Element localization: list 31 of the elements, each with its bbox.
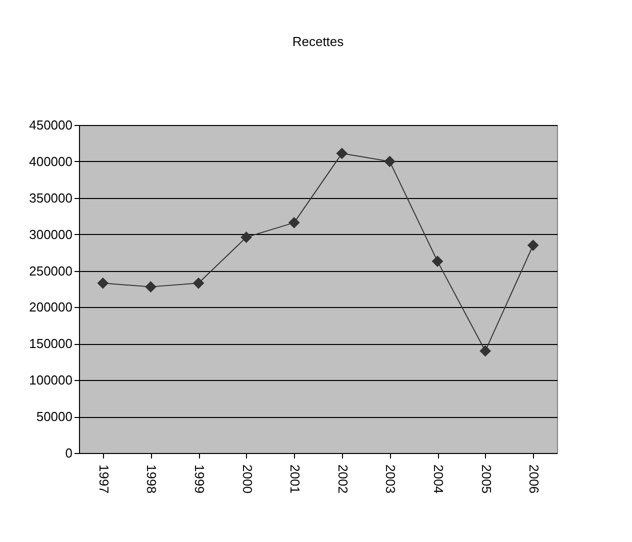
y-tick-label: 50000 xyxy=(36,409,72,424)
y-tick-label: 250000 xyxy=(29,263,72,278)
y-tick-label: 450000 xyxy=(29,118,72,132)
point xyxy=(288,216,300,228)
point xyxy=(97,277,109,289)
chart-title: Recettes xyxy=(292,34,344,49)
y-tick-label: 350000 xyxy=(29,190,72,206)
x-tick-label: 1998 xyxy=(144,464,160,494)
point xyxy=(432,256,444,268)
y-tick-label: 100000 xyxy=(29,372,72,388)
y-tick-label: 150000 xyxy=(29,336,72,352)
x-tick-label: 2006 xyxy=(526,464,542,494)
point xyxy=(336,148,348,160)
point xyxy=(192,277,204,289)
x-tick-label: 1999 xyxy=(192,464,207,494)
x-tick-label: 2005 xyxy=(478,464,494,494)
x-tick-label: 2004 xyxy=(431,464,446,494)
point xyxy=(384,156,396,168)
y-tick-label: 200000 xyxy=(29,300,72,315)
y-tick-label: 0 xyxy=(65,446,72,460)
x-tick-label: 1997 xyxy=(96,464,112,494)
x-tick-label: 2000 xyxy=(240,464,255,494)
x-tick-label: 2003 xyxy=(383,464,398,494)
y-tick-label: 300000 xyxy=(29,226,72,242)
point xyxy=(480,345,491,357)
x-tick-label: 2001 xyxy=(288,464,303,494)
point xyxy=(145,281,156,293)
point xyxy=(527,240,539,251)
y-tick-label: 400000 xyxy=(29,154,72,169)
point xyxy=(240,232,252,243)
x-tick-label: 2002 xyxy=(335,464,350,494)
